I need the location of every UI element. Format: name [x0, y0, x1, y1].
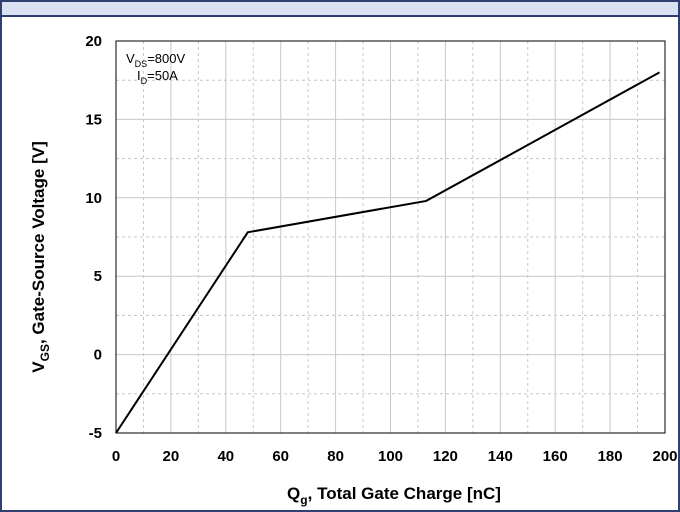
x-tick-label: 200: [652, 448, 677, 465]
x-axis-title: Qg, Total Gate Charge [nC]: [287, 484, 501, 507]
y-tick-label: 10: [85, 190, 102, 207]
annotation-id: ID=50A: [137, 68, 178, 86]
x-tick-label: 120: [433, 448, 458, 465]
y-tick-label: -5: [89, 425, 102, 442]
x-tick-label: 20: [163, 448, 180, 465]
grid-lines: [116, 41, 665, 433]
x-tick-label: 140: [488, 448, 513, 465]
x-tick-label: 160: [543, 448, 568, 465]
x-tick-label: 100: [378, 448, 403, 465]
y-tick-label: 15: [85, 111, 102, 128]
x-tick-label: 60: [272, 448, 289, 465]
y-tick-label: 20: [85, 33, 102, 50]
series-line: [115, 71, 660, 434]
plot-area-border: [115, 40, 666, 434]
x-tick-label: 40: [217, 448, 234, 465]
x-tick-label: 80: [327, 448, 344, 465]
y-tick-label: 0: [94, 347, 102, 364]
y-axis-title: VGS, Gate-Source Voltage [V]: [29, 141, 52, 372]
y-tick-label: 5: [94, 268, 102, 285]
x-tick-label: 180: [598, 448, 623, 465]
y-tick-labels: -5 0 5 10 15 20: [85, 33, 102, 442]
header-band: [2, 2, 678, 17]
annotation-vds: VDS=800V: [126, 51, 185, 69]
x-tick-labels: 0 20 40 60 80 100 120 140 160 180 200: [112, 448, 678, 465]
x-tick-label: 0: [112, 448, 120, 465]
